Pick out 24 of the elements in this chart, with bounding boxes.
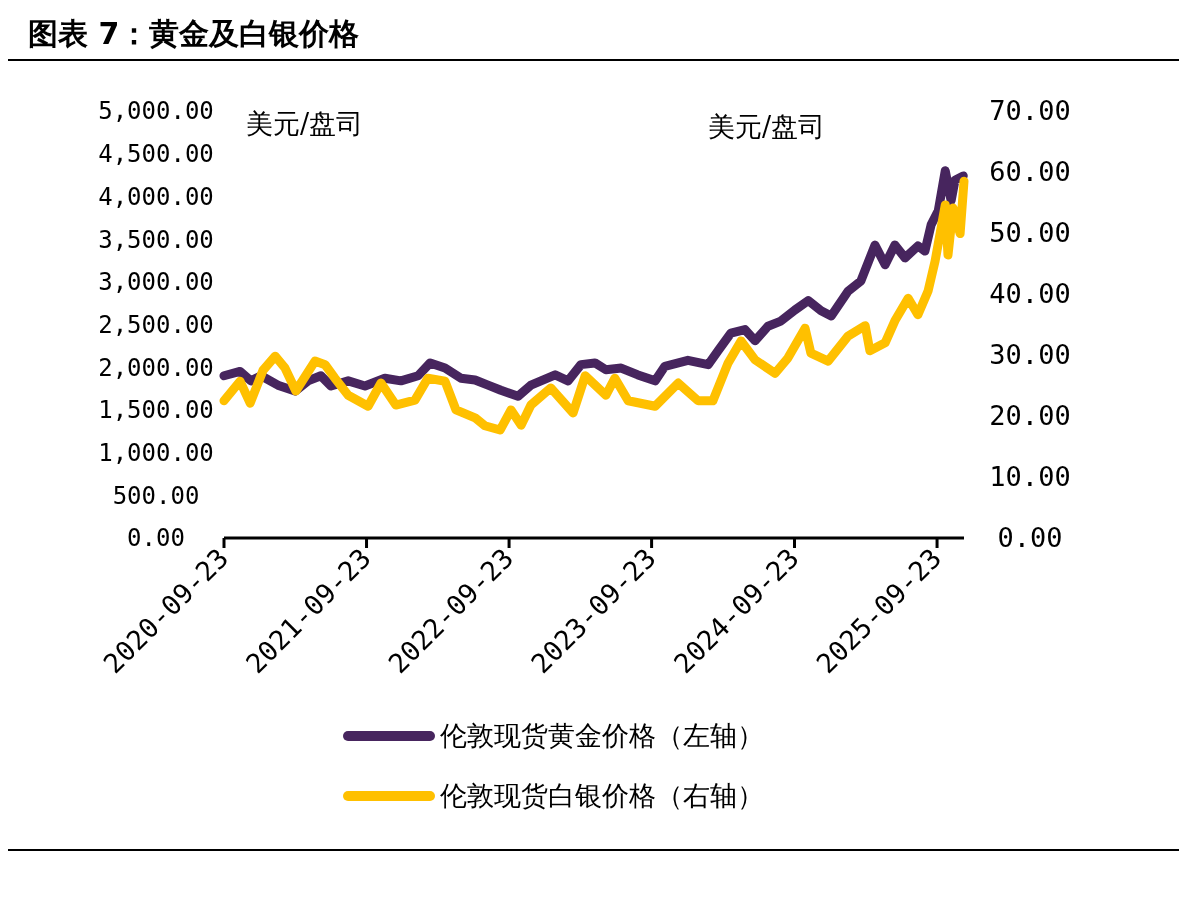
y-tick-label: 1,000.00: [98, 439, 214, 467]
chart-title: 图表 7：黄金及白银价格: [28, 16, 360, 51]
y-tick-label: 1,500.00: [98, 396, 214, 425]
y-tick-label: 500.00: [112, 481, 200, 510]
y2-tick-label: 30.00: [989, 339, 1071, 371]
y2-tick-label: 20.00: [989, 400, 1071, 432]
y-tick-label: 0.00: [127, 524, 185, 553]
y-tick-label: 3,500.00: [98, 225, 214, 254]
y2-tick-label: 0.00: [997, 522, 1063, 554]
legend-label: 伦敦现货白银价格（右轴）: [440, 780, 764, 812]
y-tick-label: 5,000.00: [98, 97, 214, 126]
y-tick-label: 2,500.00: [98, 310, 214, 339]
y2-tick-label: 10.00: [989, 461, 1071, 493]
y-tick-label: 2,000.00: [98, 353, 214, 382]
y2-tick-label: 70.00: [989, 95, 1071, 127]
y-tick-label: 4,500.00: [98, 140, 214, 169]
annotation: 美元/盘司: [246, 108, 364, 139]
annotation: 美元/盘司: [708, 111, 826, 142]
y2-tick-label: 60.00: [989, 156, 1071, 188]
y-tick-label: 3,000.00: [98, 268, 214, 297]
legend-label: 伦敦现货黄金价格（左轴）: [440, 720, 764, 752]
y-tick-label: 4,000.00: [98, 182, 214, 211]
y2-tick-label: 50.00: [989, 217, 1071, 249]
y2-tick-label: 40.00: [989, 278, 1071, 310]
